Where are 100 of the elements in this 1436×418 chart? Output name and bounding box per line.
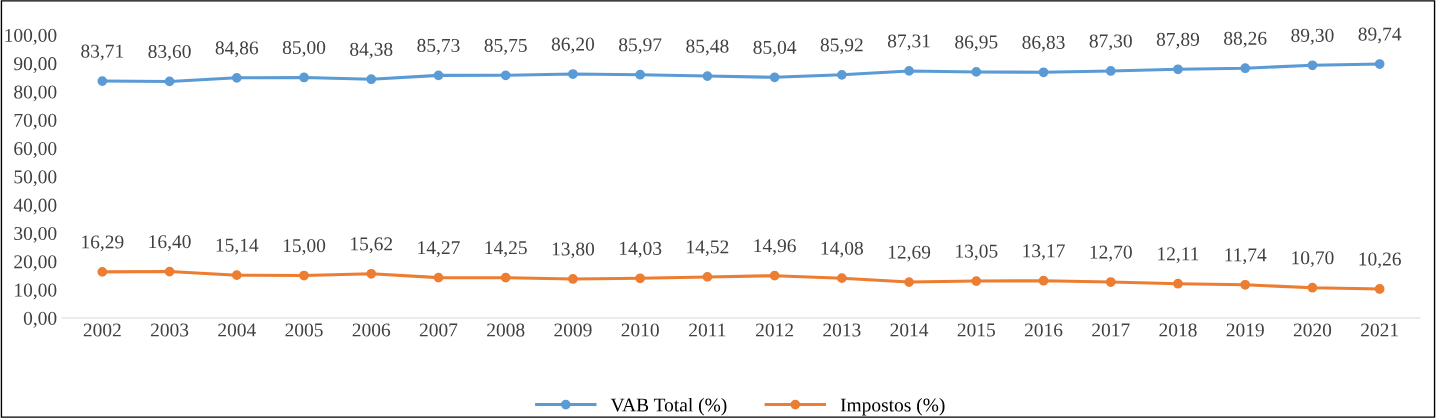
data-label: 85,92 [820, 38, 863, 55]
data-label: 12,70 [1090, 245, 1132, 262]
y-tick-label: 60,00 [14, 142, 57, 158]
data-label: 14,08 [821, 241, 863, 258]
point [366, 74, 377, 85]
point [769, 72, 780, 83]
data-label: 86,83 [1022, 35, 1065, 52]
point [904, 277, 914, 287]
x-tick-label: 2008 [487, 323, 525, 337]
data-label: 12,11 [1158, 247, 1199, 264]
y-tick-label: 20,00 [14, 255, 57, 272]
point [904, 66, 914, 76]
x-tick-label: 2018 [1159, 323, 1197, 337]
data-label: 14,03 [619, 241, 662, 258]
point [971, 67, 982, 77]
point [1105, 277, 1116, 287]
point [366, 268, 377, 279]
x-tick-label: 2009 [554, 323, 592, 337]
data-label: 89,30 [1291, 28, 1334, 45]
data-label: 83,71 [81, 44, 124, 61]
data-label: 15,00 [283, 239, 326, 255]
point [299, 270, 309, 281]
data-label: 10,26 [1359, 252, 1401, 269]
data-label: 88,26 [1224, 31, 1267, 48]
data-label: 85,97 [619, 38, 662, 55]
x-tick-label: 2010 [621, 323, 659, 337]
x-tick-label: 2005 [285, 323, 323, 337]
point [1038, 275, 1049, 286]
y-tick-label: 80,00 [14, 85, 57, 102]
data-label: 87,30 [1089, 34, 1132, 51]
x-tick-label: 2014 [890, 323, 929, 337]
x-tick-label: 2002 [83, 323, 121, 337]
point [769, 270, 780, 281]
point [568, 274, 578, 284]
point [836, 273, 847, 284]
point [97, 76, 108, 86]
data-label: 14,27 [418, 241, 460, 258]
x-tick-label: 2012 [756, 323, 793, 337]
legend-label: VAB Total (%) [610, 397, 727, 416]
point [433, 272, 444, 283]
data-label: 85,00 [282, 40, 326, 57]
data-label: 11,74 [1225, 248, 1267, 265]
data-label: 89,74 [1358, 27, 1402, 44]
data-label: 85,75 [484, 38, 527, 55]
point [635, 273, 646, 284]
y-tick-label: 0,00 [23, 311, 57, 328]
point [568, 69, 578, 79]
data-label: 12,69 [888, 245, 931, 262]
data-label: 16,40 [149, 235, 191, 251]
data-label: 10,70 [1292, 251, 1334, 268]
x-tick-label: 2017 [1092, 323, 1130, 337]
x-tick-label: 2004 [218, 323, 256, 337]
point [1307, 60, 1318, 71]
point [971, 276, 982, 286]
data-label: 85,73 [417, 38, 460, 55]
data-label: 14,25 [485, 241, 527, 258]
point [1374, 284, 1385, 294]
data-label: 13,80 [552, 242, 595, 259]
x-tick-label: 2019 [1226, 323, 1264, 337]
point [500, 70, 511, 81]
y-tick-label: 40,00 [13, 198, 57, 215]
point [433, 70, 444, 81]
x-tick-label: 2007 [419, 323, 458, 337]
x-tick-label: 2011 [689, 323, 726, 337]
point [231, 270, 242, 281]
data-label: 86,20 [551, 37, 595, 54]
data-label: 15,62 [351, 237, 393, 254]
y-tick-label: 10,00 [15, 283, 57, 300]
x-tick-label: 2013 [823, 323, 861, 337]
point [702, 272, 713, 282]
point [164, 266, 175, 277]
data-label: 87,31 [887, 34, 930, 51]
point [702, 71, 713, 81]
legend-label: Impostos (%) [840, 397, 945, 416]
point [1105, 66, 1116, 76]
point [1240, 63, 1251, 74]
x-tick-label: 2016 [1024, 323, 1063, 337]
point [164, 76, 175, 87]
data-label: 13,17 [1023, 244, 1065, 261]
data-label: 85,04 [753, 40, 797, 57]
point [299, 72, 309, 83]
point [836, 69, 847, 80]
point [500, 272, 511, 283]
x-tick-label: 2015 [957, 323, 995, 337]
y-tick-label: 70,00 [14, 113, 57, 130]
point [97, 267, 108, 277]
data-label: 85,48 [686, 39, 729, 56]
data-label: 14,52 [687, 240, 729, 257]
y-tick-label: 30,00 [14, 226, 57, 243]
data-label: 86,95 [955, 35, 998, 52]
data-label: 84,86 [215, 41, 259, 58]
data-label: 84,38 [350, 42, 393, 59]
data-label: 87,89 [1156, 32, 1200, 49]
x-tick-label: 2006 [352, 323, 391, 337]
y-tick-label: 90,00 [14, 57, 57, 74]
data-label: 16,29 [82, 235, 124, 252]
point [231, 72, 242, 83]
point [1173, 64, 1183, 75]
point [635, 69, 646, 80]
point [1307, 282, 1318, 293]
